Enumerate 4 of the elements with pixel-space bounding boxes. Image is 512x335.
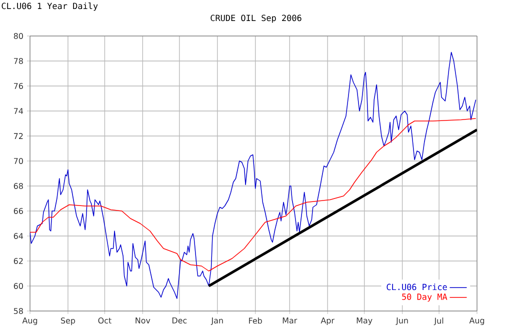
legend-label: 50 Day MA bbox=[402, 294, 448, 302]
legend-label: CL.U06 Price bbox=[386, 284, 447, 290]
chart-subtitle: CL.U06 1 Year Daily bbox=[2, 2, 98, 11]
chart-title: CRUDE OIL Sep 2006 bbox=[210, 14, 302, 23]
